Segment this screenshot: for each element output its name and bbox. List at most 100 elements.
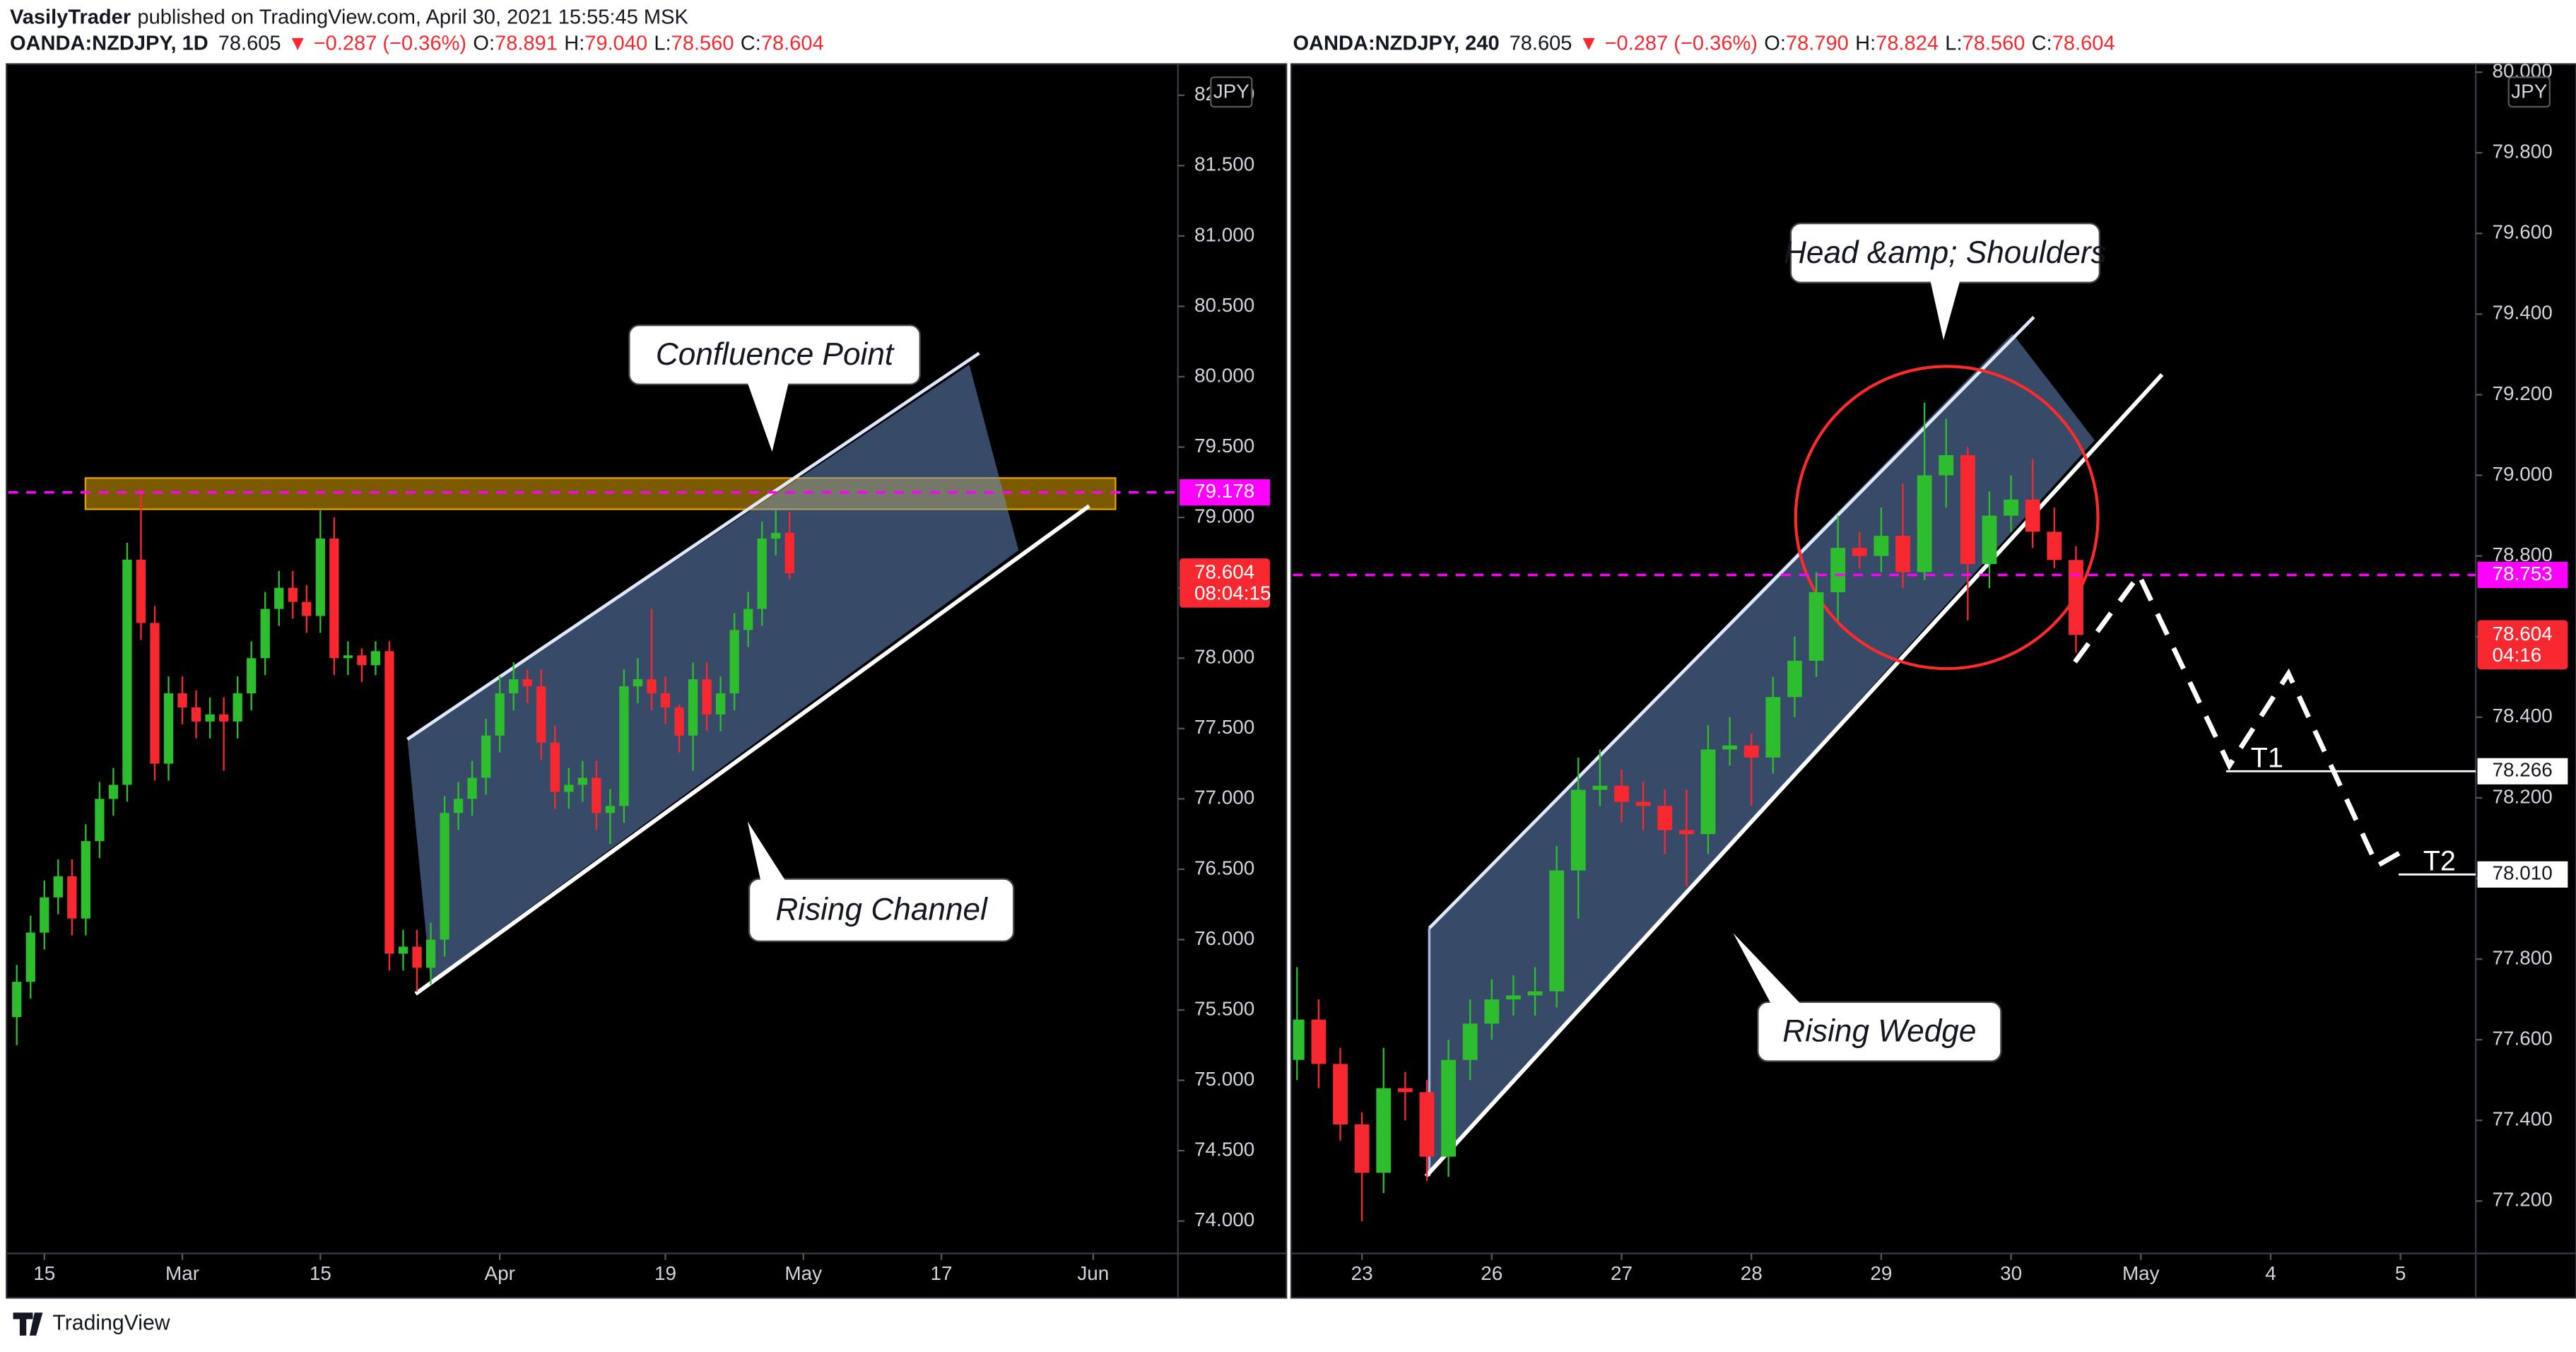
- x-tick-label: 27: [1611, 1262, 1633, 1284]
- candle-body: [288, 587, 298, 602]
- callout-pointer: [1733, 933, 1801, 1004]
- candle-body: [2047, 531, 2062, 560]
- header-line: VasilyTrader published on TradingView.com…: [10, 6, 689, 28]
- candle-body: [425, 939, 436, 968]
- y-tick-label: 78.800: [2492, 543, 2552, 565]
- candle-body: [95, 799, 105, 842]
- candle-body: [150, 623, 160, 764]
- candle-body: [247, 658, 257, 694]
- candle-body: [633, 679, 643, 687]
- candle-body: [1874, 536, 1889, 556]
- callout-box: [748, 878, 1015, 943]
- candle-body: [1982, 515, 1997, 565]
- target-tag: [2477, 861, 2568, 888]
- candle-body: [108, 784, 119, 799]
- x-tick-label: Apr: [484, 1262, 514, 1284]
- candle-body: [412, 946, 422, 968]
- legend-change: ▼ −0.287 (−0.36%): [288, 32, 466, 54]
- callout-text: Confluence Point: [656, 337, 895, 372]
- candle-body: [674, 707, 684, 736]
- x-tick-label: 23: [1351, 1262, 1373, 1284]
- candle-body: [1570, 789, 1586, 871]
- candle-body: [1484, 999, 1500, 1024]
- logo: [13, 1312, 43, 1336]
- x-tick-label: 4: [2265, 1262, 2276, 1284]
- x-tick-label: 5: [2395, 1262, 2406, 1284]
- candle-body: [660, 693, 671, 707]
- candle-body: [260, 609, 270, 659]
- y-tick-label: 79.800: [2492, 141, 2552, 163]
- candle-body: [440, 813, 449, 940]
- last-price-label: 78.604: [1194, 560, 1254, 582]
- author: VasilyTrader: [10, 6, 131, 28]
- candle-body: [481, 735, 491, 778]
- x-tick-label: 17: [931, 1262, 953, 1284]
- price-tag: [1180, 479, 1270, 506]
- candle-body: [177, 693, 187, 707]
- candle-body: [536, 686, 546, 743]
- y-tick-label: 77.000: [1194, 787, 1254, 809]
- y-tick-label: 79.000: [1194, 505, 1254, 527]
- legend-ohlc-label: L:: [1945, 32, 1962, 54]
- candle-body: [743, 609, 753, 630]
- candle-body: [1722, 745, 1738, 750]
- legend-change: ▼ −0.287 (−0.36%): [1579, 32, 1758, 54]
- x-tick-label: 30: [2000, 1262, 2022, 1284]
- candle-body: [398, 946, 408, 954]
- y-tick-label: 78.200: [2492, 785, 2552, 807]
- candle-body: [1549, 870, 1565, 992]
- target-tag-label: 78.266: [2492, 759, 2552, 781]
- countdown: 08:04:15: [1194, 582, 1271, 604]
- currency-badge: [1210, 76, 1253, 108]
- y-tick-label: 79.200: [2492, 382, 2552, 404]
- y-tick-label: 76.500: [1194, 857, 1254, 878]
- candle-body: [729, 630, 739, 694]
- candle-body: [1333, 1064, 1348, 1124]
- y-tick-label: 75.500: [1194, 997, 1254, 1019]
- candle-body: [81, 841, 91, 919]
- candle-body: [1354, 1124, 1370, 1173]
- legend-ohlc-label: C:: [2032, 32, 2052, 54]
- candle-body: [1960, 455, 1975, 565]
- candle-body: [564, 784, 574, 792]
- candle-body: [522, 679, 532, 687]
- candle-body: [274, 587, 284, 609]
- candle-body: [495, 693, 505, 736]
- candle-body: [343, 655, 353, 659]
- candle-body: [1700, 749, 1716, 835]
- target-name: T2: [2423, 845, 2456, 876]
- candle-body: [2025, 499, 2040, 532]
- candle-body: [2004, 499, 2018, 516]
- callout-pointer: [747, 382, 789, 452]
- candle-body: [1895, 536, 1910, 572]
- currency-badge: [2507, 76, 2551, 108]
- y-tick-label: 78.000: [1194, 646, 1254, 668]
- callout-box: [1757, 1001, 2002, 1062]
- candle-body: [688, 679, 698, 736]
- legend-ohlc-value: 79.040: [584, 32, 647, 54]
- callout-text: Head &amp; Shoulders: [1784, 235, 2107, 270]
- candle-body: [1765, 697, 1781, 758]
- candle-body: [467, 777, 477, 799]
- x-tick-label: 28: [1741, 1262, 1763, 1284]
- y-tick-label: 79.500: [1194, 435, 1254, 457]
- candle-body: [1462, 1023, 1478, 1060]
- legend-ohlc-label: O:: [1764, 32, 1786, 54]
- y-tick-label: 77.600: [2492, 1028, 2552, 1050]
- candle-body: [1917, 475, 1932, 572]
- candle-body: [191, 707, 201, 722]
- candle-body: [605, 806, 616, 813]
- x-tick-label: 15: [310, 1262, 331, 1284]
- legend-ohlc-value: 78.604: [2052, 32, 2115, 54]
- y-tick-label: 81.500: [1194, 153, 1254, 175]
- candle-body: [550, 742, 560, 792]
- candle-body: [1743, 745, 1759, 758]
- candle-body: [1657, 806, 1673, 830]
- last-price-tag: [1180, 558, 1270, 608]
- legend-ohlc-value: 78.790: [1786, 32, 1849, 54]
- candle-body: [315, 539, 325, 616]
- candle-body: [1293, 1019, 1305, 1060]
- x-tick-label: 19: [654, 1262, 676, 1284]
